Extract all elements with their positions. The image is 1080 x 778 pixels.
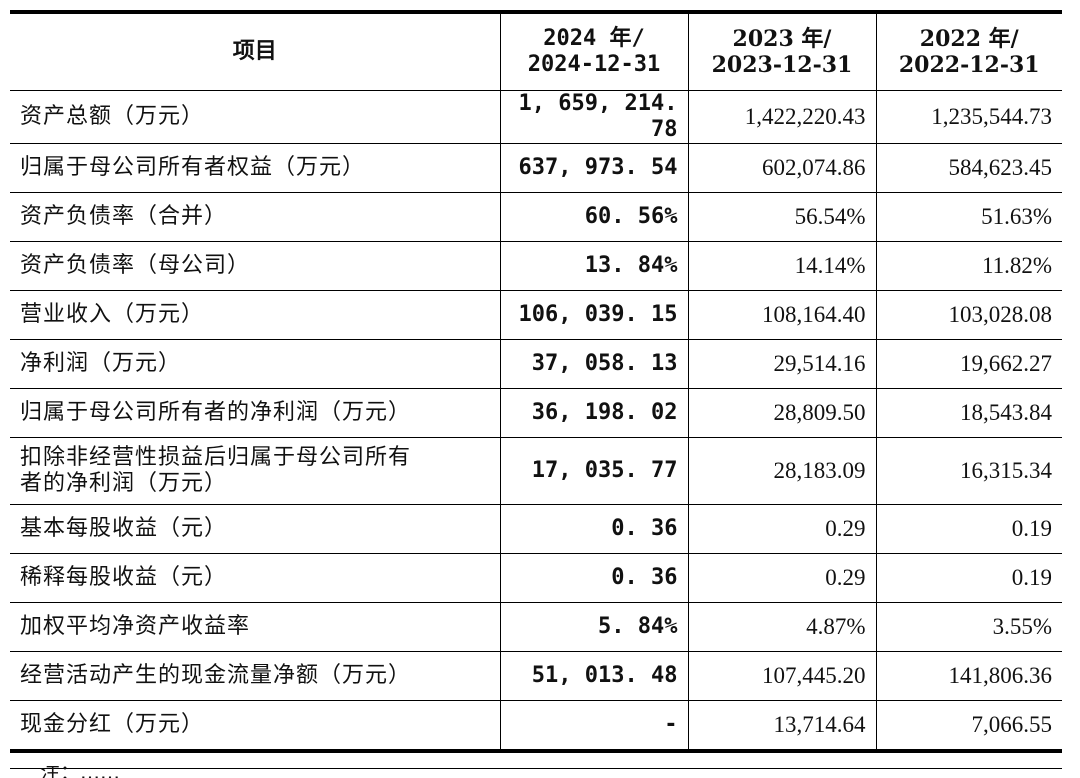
header-2023-date: 2023-12-31 [711, 52, 853, 78]
value-2022: 584,623.45 [875, 143, 1062, 193]
row-item-label: 现金分红（万元） [10, 700, 501, 750]
row-item-label: 资产负债率（母公司） [10, 241, 501, 291]
header-2024-date: 2024-12-31 [527, 52, 661, 77]
value-2023: 29,514.16 [687, 339, 877, 389]
row-item-label: 基本每股收益（元） [10, 504, 501, 554]
row-item-label: 稀释每股收益（元） [10, 553, 501, 603]
header-2024-year: 2024 年/ [543, 26, 645, 51]
row-item-line: 扣除非经营性损益后归属于母公司所有 [20, 445, 412, 470]
header-item: 项目 [10, 13, 501, 91]
value-2024: 0. 36 [499, 553, 689, 603]
value-2024: 17, 035. 77 [499, 437, 689, 505]
value-2024: 36, 198. 02 [499, 388, 689, 438]
footnote-partial: 注：…… [40, 766, 120, 778]
table-row: 加权平均净资产收益率 5. 84% 4.87% 3.55% [10, 602, 1062, 652]
value-2023: 28,183.09 [687, 437, 877, 505]
value-2024: 1, 659, 214. 78 [499, 90, 689, 144]
row-item-line: 加权平均净资产收益率 [20, 614, 251, 639]
value-2022: 1,235,544.73 [875, 90, 1062, 144]
value-2023: 107,445.20 [687, 651, 877, 701]
table-row: 现金分红（万元） -13,714.64 7,066.55 [10, 700, 1062, 750]
row-item-label: 归属于母公司所有者权益（万元） [10, 143, 501, 193]
row-item-label: 扣除非经营性损益后归属于母公司所有 者的净利润（万元） [10, 437, 501, 505]
value-2023: 0.29 [687, 504, 877, 554]
row-item-label: 经营活动产生的现金流量净额（万元） [10, 651, 501, 701]
value-2022: 103,028.08 [875, 290, 1062, 340]
table-row: 资产负债率（合并） 60. 56% 56.54% 51.63% [10, 192, 1062, 242]
row-item-line: 现金分红（万元） [20, 712, 205, 737]
table-row: 资产总额（万元） 1, 659, 214. 78 1,422,220.43 1,235… [10, 90, 1062, 144]
value-2022: 19,662.27 [875, 339, 1062, 389]
value-2023: 1,422,220.43 [687, 90, 877, 144]
value-2024: 106, 039. 15 [499, 290, 689, 340]
value-2024: 0. 36 [499, 504, 689, 554]
value-2022: 141,806.36 [875, 651, 1062, 701]
value-2022: 0.19 [875, 553, 1062, 603]
value-2022: 11.82% [875, 241, 1062, 291]
row-item-label: 归属于母公司所有者的净利润（万元） [10, 388, 501, 438]
value-2022: 7,066.55 [875, 700, 1062, 750]
header-2024: 2024 年/ 2024-12-31 [499, 13, 689, 91]
row-item-label: 资产负债率（合并） [10, 192, 501, 242]
row-item-line: 基本每股收益（元） [20, 516, 228, 541]
value-2022: 16,315.34 [875, 437, 1062, 505]
header-2023-year: 2023 年/ [732, 26, 832, 52]
row-item-line: 资产负债率（合并） [20, 204, 228, 229]
value-2023: 14.14% [687, 241, 877, 291]
value-2022: 18,543.84 [875, 388, 1062, 438]
row-item-label: 营业收入（万元） [10, 290, 501, 340]
row-item-line: 稀释每股收益（元） [20, 565, 228, 590]
value-2024: 60. 56% [499, 192, 689, 242]
row-item-label: 资产总额（万元） [10, 90, 501, 144]
financial-summary-table: 项目 2024 年/ 2024-12-31 2023 年/ 2023-12-31… [10, 10, 1062, 753]
table-row: 资产负债率（母公司） 13. 84% 14.14% 11.82% [10, 241, 1062, 291]
value-2023: 108,164.40 [687, 290, 877, 340]
table-row: 稀释每股收益（元） 0. 36 0.29 0.19 [10, 553, 1062, 603]
value-2024: - [499, 700, 689, 750]
header-2023: 2023 年/ 2023-12-31 [687, 13, 877, 91]
row-item-line: 营业收入（万元） [20, 302, 205, 327]
table-row: 营业收入（万元） 106, 039. 15 108,164.40 103,028.08 [10, 290, 1062, 340]
row-item-line: 经营活动产生的现金流量净额（万元） [20, 663, 412, 688]
row-item-line: 归属于母公司所有者的净利润（万元） [20, 400, 412, 425]
table-header-row: 项目 2024 年/ 2024-12-31 2023 年/ 2023-12-31… [10, 13, 1062, 91]
value-2022: 0.19 [875, 504, 1062, 554]
row-item-line: 者的净利润（万元） [20, 471, 228, 496]
table-row: 归属于母公司所有者的净利润（万元） 36, 198. 02 28,809.50 18,… [10, 388, 1062, 438]
value-2023: 13,714.64 [687, 700, 877, 750]
value-2024: 5. 84% [499, 602, 689, 652]
value-2023: 56.54% [687, 192, 877, 242]
value-2022: 51.63% [875, 192, 1062, 242]
row-item-line: 归属于母公司所有者权益（万元） [20, 155, 366, 180]
value-2022: 3.55% [875, 602, 1062, 652]
header-2022: 2022 年/ 2022-12-31 [875, 13, 1062, 91]
row-item-line: 资产总额（万元） [20, 104, 205, 129]
table-row: 基本每股收益（元） 0. 36 0.29 0.19 [10, 504, 1062, 554]
row-item-label: 净利润（万元） [10, 339, 501, 389]
value-2024: 13. 84% [499, 241, 689, 291]
row-item-line: 资产负债率（母公司） [20, 253, 251, 278]
value-2023: 4.87% [687, 602, 877, 652]
value-2023: 0.29 [687, 553, 877, 603]
table-row: 经营活动产生的现金流量净额（万元） 51, 013. 48 107,445.20 14… [10, 651, 1062, 701]
value-2024: 37, 058. 13 [499, 339, 689, 389]
value-2024: 51, 013. 48 [499, 651, 689, 701]
value-2023: 28,809.50 [687, 388, 877, 438]
row-item-line: 净利润（万元） [20, 351, 182, 376]
table-row: 净利润（万元） 37, 058. 13 29,514.16 19,662.27 [10, 339, 1062, 389]
table-bottom-rule [10, 768, 1062, 772]
header-2022-date: 2022-12-31 [898, 52, 1040, 78]
table-row: 扣除非经营性损益后归属于母公司所有 者的净利润（万元） 17, 035. 77 28,… [10, 437, 1062, 505]
header-2022-year: 2022 年/ [919, 26, 1019, 52]
value-2023: 602,074.86 [687, 143, 877, 193]
value-2024: 637, 973. 54 [499, 143, 689, 193]
row-item-label: 加权平均净资产收益率 [10, 602, 501, 652]
table-row: 归属于母公司所有者权益（万元） 637, 973. 54 602,074.86 584… [10, 143, 1062, 193]
